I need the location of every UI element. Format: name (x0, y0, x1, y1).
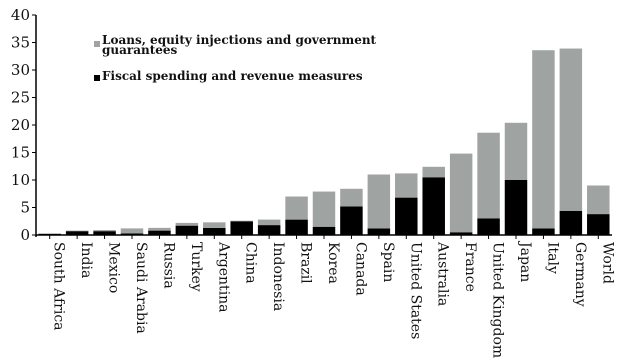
bar-italy-fiscal (532, 228, 555, 235)
bar-germany-fiscal (559, 210, 583, 235)
bar-brazil-fiscal (285, 219, 308, 235)
legend: Loans, equity injections and governmentg… (94, 33, 377, 83)
bar-australia-loans (422, 166, 445, 178)
bar-japan-fiscal (504, 180, 528, 235)
bar-saudi-arabia-loans (120, 228, 144, 234)
bar-indonesia-fiscal (257, 225, 281, 235)
legend-swatch-fiscal (94, 75, 100, 81)
category-label-india: India (78, 242, 94, 278)
category-label-mexico: Mexico (106, 242, 122, 293)
bar-world-loans (587, 185, 610, 215)
y-tick-label: 40 (11, 6, 30, 24)
bar-united-kingdom-loans (477, 132, 500, 219)
y-tick-label: 35 (11, 34, 30, 52)
category-label-canada: Canada (352, 242, 368, 296)
bar-russia-fiscal (148, 230, 171, 235)
category-label-brazil: Brazil (298, 242, 314, 284)
bar-turkey-fiscal (175, 225, 199, 235)
bar-indonesia-loans (257, 219, 281, 226)
bar-australia-fiscal (422, 177, 445, 235)
category-label-saudi-arabia: Saudi Arabia (133, 242, 149, 334)
bar-spain-fiscal (367, 228, 391, 235)
y-tick-label: 5 (20, 199, 30, 217)
category-label-argentina: Argentina (215, 241, 231, 313)
legend-swatch-loans (94, 41, 100, 47)
legend-label: guarantees (102, 43, 178, 57)
bar-india-loans (65, 230, 89, 232)
bar-china-fiscal (230, 221, 253, 235)
bar-argentina-fiscal (203, 227, 226, 235)
bar-south-africa-loans (38, 233, 61, 234)
bar-india-fiscal (65, 231, 89, 235)
bar-france-loans (449, 153, 473, 233)
category-label-france: France (462, 242, 478, 292)
bar-south-africa-fiscal (38, 233, 61, 235)
category-label-south-africa: South Africa (51, 242, 67, 331)
bar-japan-loans (504, 122, 528, 180)
category-label-united-kingdom: United Kingdom (490, 242, 506, 358)
category-label-china: China (243, 242, 259, 284)
bar-canada-loans (340, 188, 363, 207)
bar-world-fiscal (587, 214, 610, 235)
bar-france-fiscal (449, 232, 473, 235)
category-label-germany: Germany (572, 242, 588, 307)
y-tick-label: 25 (11, 89, 30, 107)
y-tick-label: 10 (11, 171, 30, 189)
y-tick-label: 20 (11, 116, 30, 134)
bar-korea-loans (312, 191, 336, 227)
bar-italy-loans (532, 50, 555, 229)
bar-united-states-loans (395, 173, 418, 198)
y-tick-label: 0 (20, 226, 30, 244)
category-label-world: World (599, 242, 615, 284)
y-tick-label: 15 (11, 144, 30, 162)
legend-label: Loans, equity injections and government (102, 33, 377, 47)
bar-saudi-arabia-fiscal (120, 233, 144, 235)
category-label-spain: Spain (380, 242, 396, 282)
category-label-russia: Russia (160, 242, 176, 289)
bar-turkey-loans (175, 222, 199, 226)
category-label-australia: Australia (435, 241, 451, 306)
bar-united-states-fiscal (395, 197, 418, 235)
bar-russia-loans (148, 227, 171, 231)
bar-china-loans (230, 220, 253, 222)
x-axis-labels: South Africa India Mexico Saudi Arabia Russi… (51, 240, 616, 358)
legend-label: Fiscal spending and revenue measures (102, 69, 363, 83)
category-label-japan: Japan (517, 240, 533, 282)
category-label-korea: Korea (325, 242, 341, 284)
bar-mexico-loans (93, 230, 116, 232)
bar-canada-fiscal (340, 206, 363, 235)
category-label-turkey: Turkey (188, 242, 204, 292)
bar-korea-fiscal (312, 226, 336, 235)
bar-united-kingdom-fiscal (477, 218, 500, 235)
category-label-italy: Italy (544, 242, 560, 274)
category-label-united-states: United States (407, 242, 423, 339)
bar-argentina-loans (203, 222, 226, 228)
y-tick-label: 30 (11, 61, 30, 79)
bars (38, 48, 610, 235)
bar-spain-loans (367, 174, 391, 229)
category-label-indonesia: Indonesia (270, 242, 286, 311)
bar-brazil-loans (285, 196, 308, 220)
bar-germany-loans (559, 48, 583, 211)
bar-mexico-fiscal (93, 231, 116, 235)
